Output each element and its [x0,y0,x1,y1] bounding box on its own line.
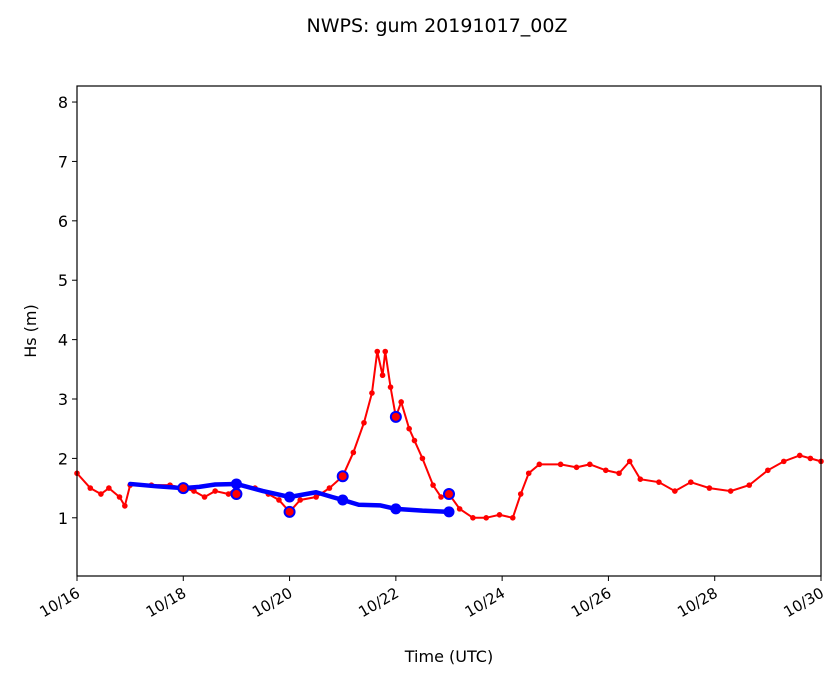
data-point [509,514,516,521]
x-tick-label: 10/22 [355,584,401,621]
y-tick-label: 3 [58,390,68,409]
data-point [419,455,426,462]
x-tick-label: 10/20 [249,584,295,621]
data-point [781,458,787,465]
data-point [374,348,381,355]
data-point [443,506,455,518]
data-point [230,478,242,490]
data-point [496,512,503,518]
data-point [350,449,357,456]
data-point [177,482,190,495]
y-tick-label: 7 [58,152,68,171]
data-point [746,482,753,488]
x-axis-label: Time (UTC) [404,647,493,666]
data-point [796,452,803,459]
plot-frame [76,85,822,577]
data-point [637,476,644,482]
data-point [602,467,609,474]
y-tick-label: 8 [58,93,68,112]
y-tick-label: 1 [58,509,68,528]
series-model [127,481,452,515]
data-point [587,461,593,468]
series-line [76,351,822,519]
axis-ticks: 10/16 10/18 10/20 10/22 10/24 10/26 10/28 10/30… [37,93,827,621]
data-point [470,514,476,521]
y-tick-label: 5 [58,271,68,290]
data-point [483,514,490,521]
data-point [438,494,444,500]
data-point [672,488,678,494]
data-point [430,482,436,488]
x-tick-label: 10/26 [568,584,614,621]
data-point [706,485,713,491]
data-point [727,488,734,494]
series-model-daily [230,478,455,518]
data-point [283,505,296,518]
data-point [191,488,197,494]
data-point [284,491,296,503]
data-point [573,464,580,471]
series-observed-at-model-time [177,410,455,518]
series-line [127,481,452,515]
data-point [389,410,402,423]
data-point [390,503,402,515]
data-point [616,470,622,477]
y-axis-label: Hs (m) [21,304,40,358]
x-tick-label: 10/24 [462,584,508,621]
data-point [276,497,282,503]
data-point [336,470,349,483]
data-point [230,488,243,501]
data-point [313,494,319,500]
data-point [326,485,333,491]
data-point [387,384,394,390]
data-point [656,479,662,485]
data-point [382,348,389,355]
y-tick-label: 2 [58,449,68,468]
x-tick-label: 10/18 [143,584,189,621]
data-point [225,491,232,497]
data-point [398,399,404,405]
data-point [443,488,455,501]
data-point [361,419,367,426]
x-tick-label: 10/28 [674,584,720,621]
data-point [201,494,208,500]
data-point [626,458,633,465]
data-point [212,488,218,494]
x-tick-label: 10/30 [781,584,827,621]
data-point [525,470,532,477]
data-point [406,425,412,432]
data-point [297,497,304,503]
series-layer [74,348,824,521]
data-point [87,485,94,491]
y-tick-label: 6 [58,212,68,231]
data-point [116,494,123,500]
chart-title: NWPS: gum 20191017_00Z [306,15,567,37]
x-tick-label: 10/16 [37,584,83,621]
data-point [98,491,104,497]
data-point [122,503,128,509]
data-point [337,494,349,506]
data-point [807,455,814,462]
data-point [536,461,543,468]
data-point [379,372,386,379]
data-point [517,491,524,497]
data-point [411,437,418,444]
data-point [456,506,463,512]
data-point [369,390,375,396]
data-point [688,479,694,485]
data-point [765,467,771,474]
y-tick-label: 4 [58,331,68,350]
data-point [557,461,564,468]
data-point [106,485,112,491]
